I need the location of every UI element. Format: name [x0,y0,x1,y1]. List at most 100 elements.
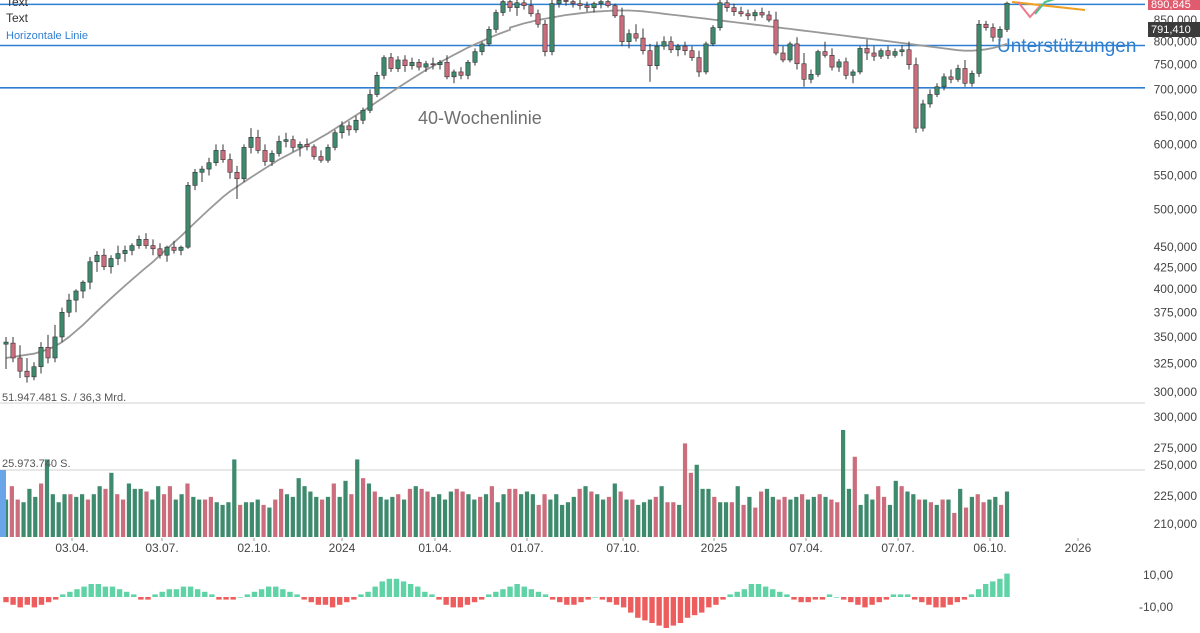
candle [612,3,618,18]
volume-bar [811,496,816,537]
volume-bar [817,494,822,537]
volume-bar [735,486,740,537]
x-tick-label: 2024 [329,541,356,555]
macd-bar [663,597,669,629]
macd-bar [904,594,911,597]
volume-bar [460,491,465,537]
x-tick-label: 02.10. [237,541,270,555]
green-zigzag-marker[interactable] [1034,0,1058,15]
candle-body-down [150,245,156,250]
candle [773,11,779,56]
candle-body-down [45,346,51,359]
candle [542,20,548,57]
candle [528,0,534,17]
text-label-1[interactable]: Text [6,0,29,9]
candle [920,99,926,132]
candle-body-up [752,12,758,17]
volume-bar [483,494,489,537]
ma40-label: 40-Wochenlinie [418,108,542,128]
candle [262,144,268,166]
volume-bar [401,499,407,537]
candle [59,307,65,343]
candle [997,26,1003,42]
candle-body-down [388,57,394,69]
volume-bar [870,499,875,537]
macd-bar [770,589,776,597]
candle [654,41,660,70]
macd-bar [727,594,733,597]
candle-body-up [549,3,555,52]
price-tick-label: 375,000 [1154,305,1198,319]
volume-bar [987,499,992,537]
candle [941,73,947,91]
macd-bar [429,594,435,597]
macd-bar [521,586,527,597]
volume-bar [858,504,863,537]
volume-bar [214,502,219,537]
volume-bar [852,456,857,537]
candle-body-up [59,311,65,338]
candle [339,121,345,139]
orange-trend-line[interactable] [1011,1,1086,11]
pink-zigzag-marker[interactable] [1017,1,1041,19]
candle [143,233,149,249]
candle [983,20,989,31]
macd-bar [578,597,584,603]
candle [717,0,723,31]
horizontal-line-label[interactable]: Horizontale Linie [6,30,88,42]
volume-bar [115,494,120,537]
candle [122,245,128,262]
blue-edge-marker [0,470,6,537]
candle-body-down [640,37,646,51]
candle [990,23,996,42]
macd-bar [344,597,350,603]
macd-bar [514,584,520,597]
macd-bar [336,597,343,605]
candle-body-down [745,13,751,17]
volume-bar [682,443,688,537]
candle-body-up [675,45,681,51]
candle-body-down [430,63,436,66]
candle-body-up [556,0,562,4]
macd-bar [123,591,130,597]
candle [157,243,163,259]
macd-bar [138,597,144,600]
macd-bar [280,589,286,597]
macd-bar [635,597,641,618]
text-label-2[interactable]: Text [6,11,29,25]
macd-bar [223,597,229,600]
volume-bar [612,483,617,537]
candle [787,41,793,63]
volume-bar [79,494,85,537]
candle [514,0,520,16]
candle [829,48,835,71]
y-axis: 300,000 325,000 350,000 375,000 400,000 425,0… [1139,13,1197,614]
volume-bar [899,486,904,537]
candle-body-up [38,346,44,368]
volume-bar [524,491,530,537]
price-tick-label: 800,000 [1154,35,1198,49]
candle [626,29,632,49]
macd-bar [237,597,243,598]
x-tick-label: 07.04. [789,541,822,555]
price-tick-label: 500,000 [1154,203,1198,217]
candle-body-down [864,48,870,54]
candle-body-up [409,62,415,66]
macd-bar [855,597,861,605]
candle [955,64,961,82]
macd-bar [102,586,109,597]
volume-bar [220,504,225,537]
candle-body-up [185,185,191,248]
x-tick-label: 2026 [1065,541,1092,555]
candle-body-up [115,253,121,259]
candle-body-up [927,94,933,105]
macd-tick-label: 10,00 [1143,568,1173,582]
candle [885,46,891,60]
candle-body-down [542,23,548,52]
price-tick-label: 700,000 [1154,82,1198,96]
macd-bar [386,578,393,597]
candle [745,9,751,20]
macd-bar [649,597,655,623]
volume-bar [999,504,1004,537]
